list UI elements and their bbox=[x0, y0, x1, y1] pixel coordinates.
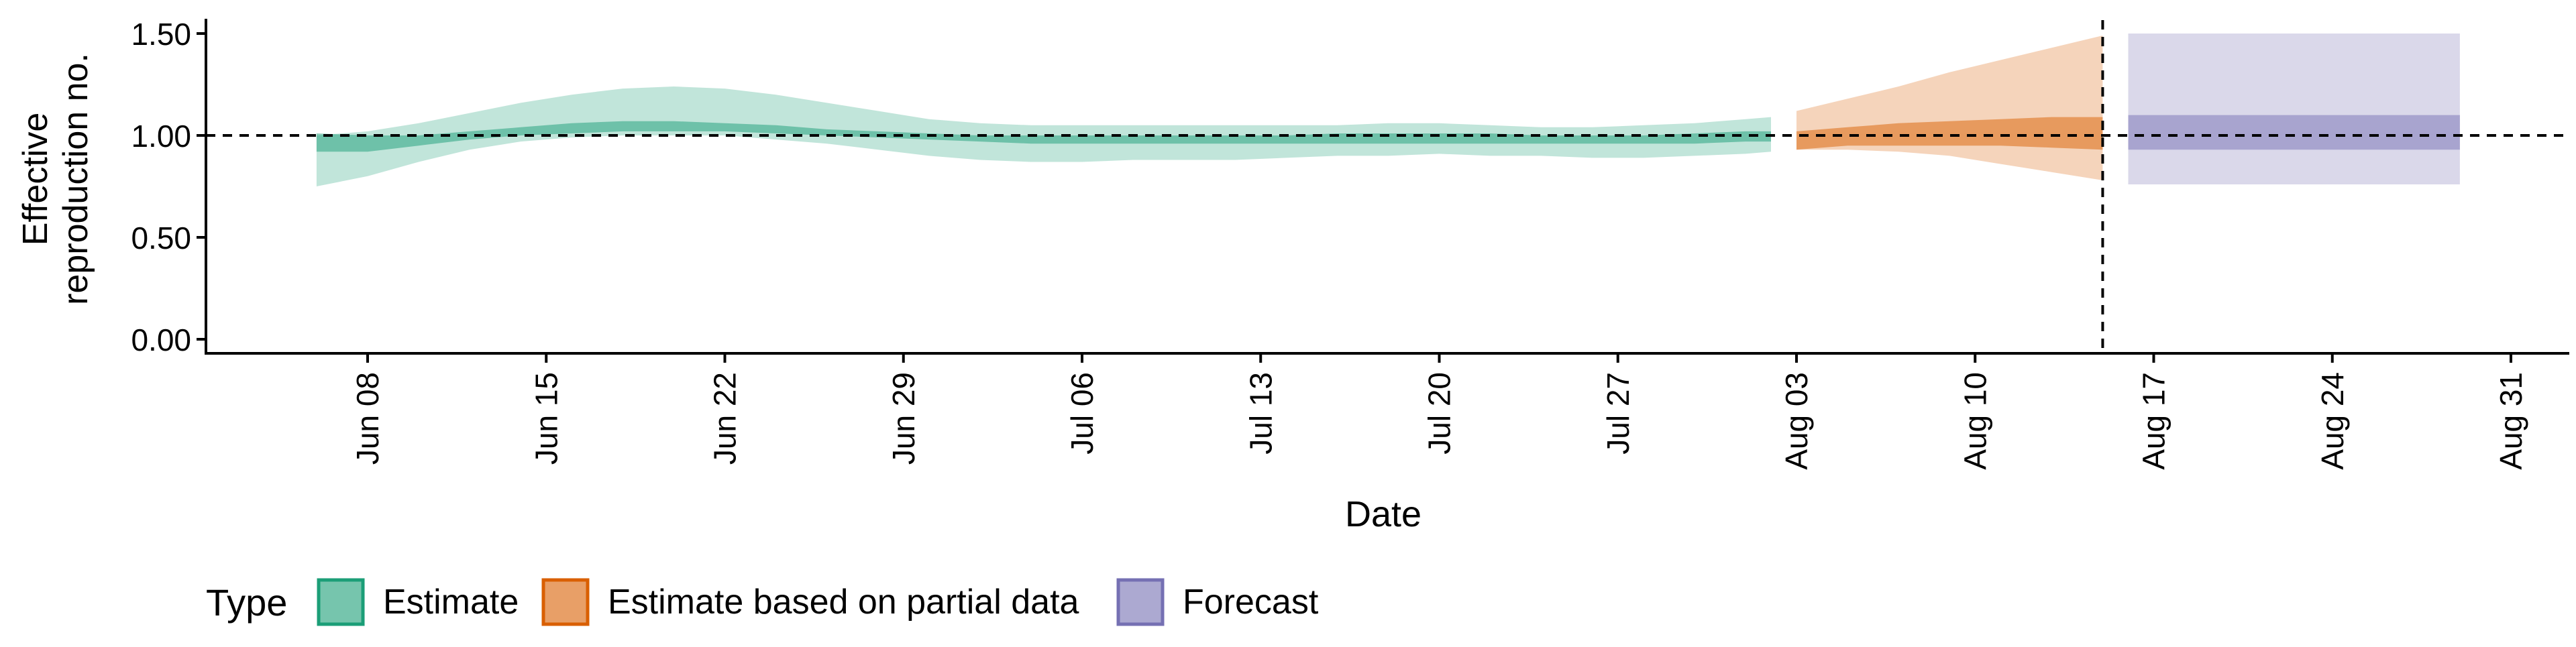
legend-swatch-partial bbox=[541, 578, 590, 626]
x-tick-label: Aug 31 bbox=[2493, 372, 2528, 470]
legend-swatch-forecast bbox=[1116, 578, 1165, 626]
x-tick-label: Jun 29 bbox=[886, 372, 921, 465]
legend-label-forecast: Forecast bbox=[1183, 583, 1319, 622]
y-tick-label: 0.00 bbox=[131, 322, 191, 357]
axes-layer: 0.00 0.50 1.00 1.50 Jun 08 Jun 15 Jun 22 Jun 2… bbox=[131, 17, 2569, 470]
y-ticks: 0.00 0.50 1.00 1.50 bbox=[131, 17, 206, 357]
y-tick-label: 1.50 bbox=[131, 17, 191, 52]
forecast-90ci-band bbox=[2128, 34, 2460, 184]
y-axis-label: Effective reproduction no. bbox=[16, 53, 95, 305]
estimate-based-on-partial-data-50ci-band bbox=[1796, 117, 2103, 150]
x-tick-label: Jun 15 bbox=[529, 372, 564, 465]
x-tick-label: Jul 27 bbox=[1601, 372, 1635, 455]
estimate-based-on-partial-data-90ci-band bbox=[1796, 36, 2103, 180]
x-tick-label: Jul 06 bbox=[1065, 372, 1099, 455]
x-tick-label: Jun 08 bbox=[350, 372, 385, 465]
x-tick-label: Aug 10 bbox=[1957, 372, 1992, 470]
x-tick-label: Jul 20 bbox=[1422, 372, 1457, 455]
y-axis-label-line-1: Effective bbox=[16, 113, 55, 245]
legend-title: Type bbox=[206, 581, 287, 624]
x-ticks: Jun 08 Jun 15 Jun 22 Jun 29 Jul 06 Jul 13 Jul … bbox=[350, 353, 2528, 470]
estimate-50ci-band bbox=[316, 121, 1772, 152]
forecast-50ci-band bbox=[2128, 115, 2460, 150]
x-tick-label: Aug 03 bbox=[1779, 372, 1814, 470]
x-tick-label: Jul 13 bbox=[1243, 372, 1278, 455]
y-tick-label: 0.50 bbox=[131, 221, 191, 255]
reference-lines-layer bbox=[206, 20, 2569, 353]
legend-label-estimate: Estimate bbox=[383, 583, 519, 622]
legend-label-partial: Estimate based on partial data bbox=[608, 583, 1079, 622]
x-tick-label: Aug 17 bbox=[2137, 372, 2171, 470]
legend-items: Estimate Estimate based on partial data Fo… bbox=[317, 578, 1319, 626]
legend: Type Estimate Estimate based on partial d… bbox=[206, 578, 1319, 626]
y-tick-label: 1.00 bbox=[131, 119, 191, 154]
x-axis-label: Date bbox=[1345, 494, 1421, 534]
x-tick-label: Aug 24 bbox=[2315, 372, 2350, 470]
legend-swatch-estimate bbox=[317, 578, 365, 626]
x-tick-label: Jun 22 bbox=[708, 372, 743, 465]
bands-layer bbox=[316, 34, 2460, 186]
y-axis-label-line-2: reproduction no. bbox=[56, 53, 95, 305]
